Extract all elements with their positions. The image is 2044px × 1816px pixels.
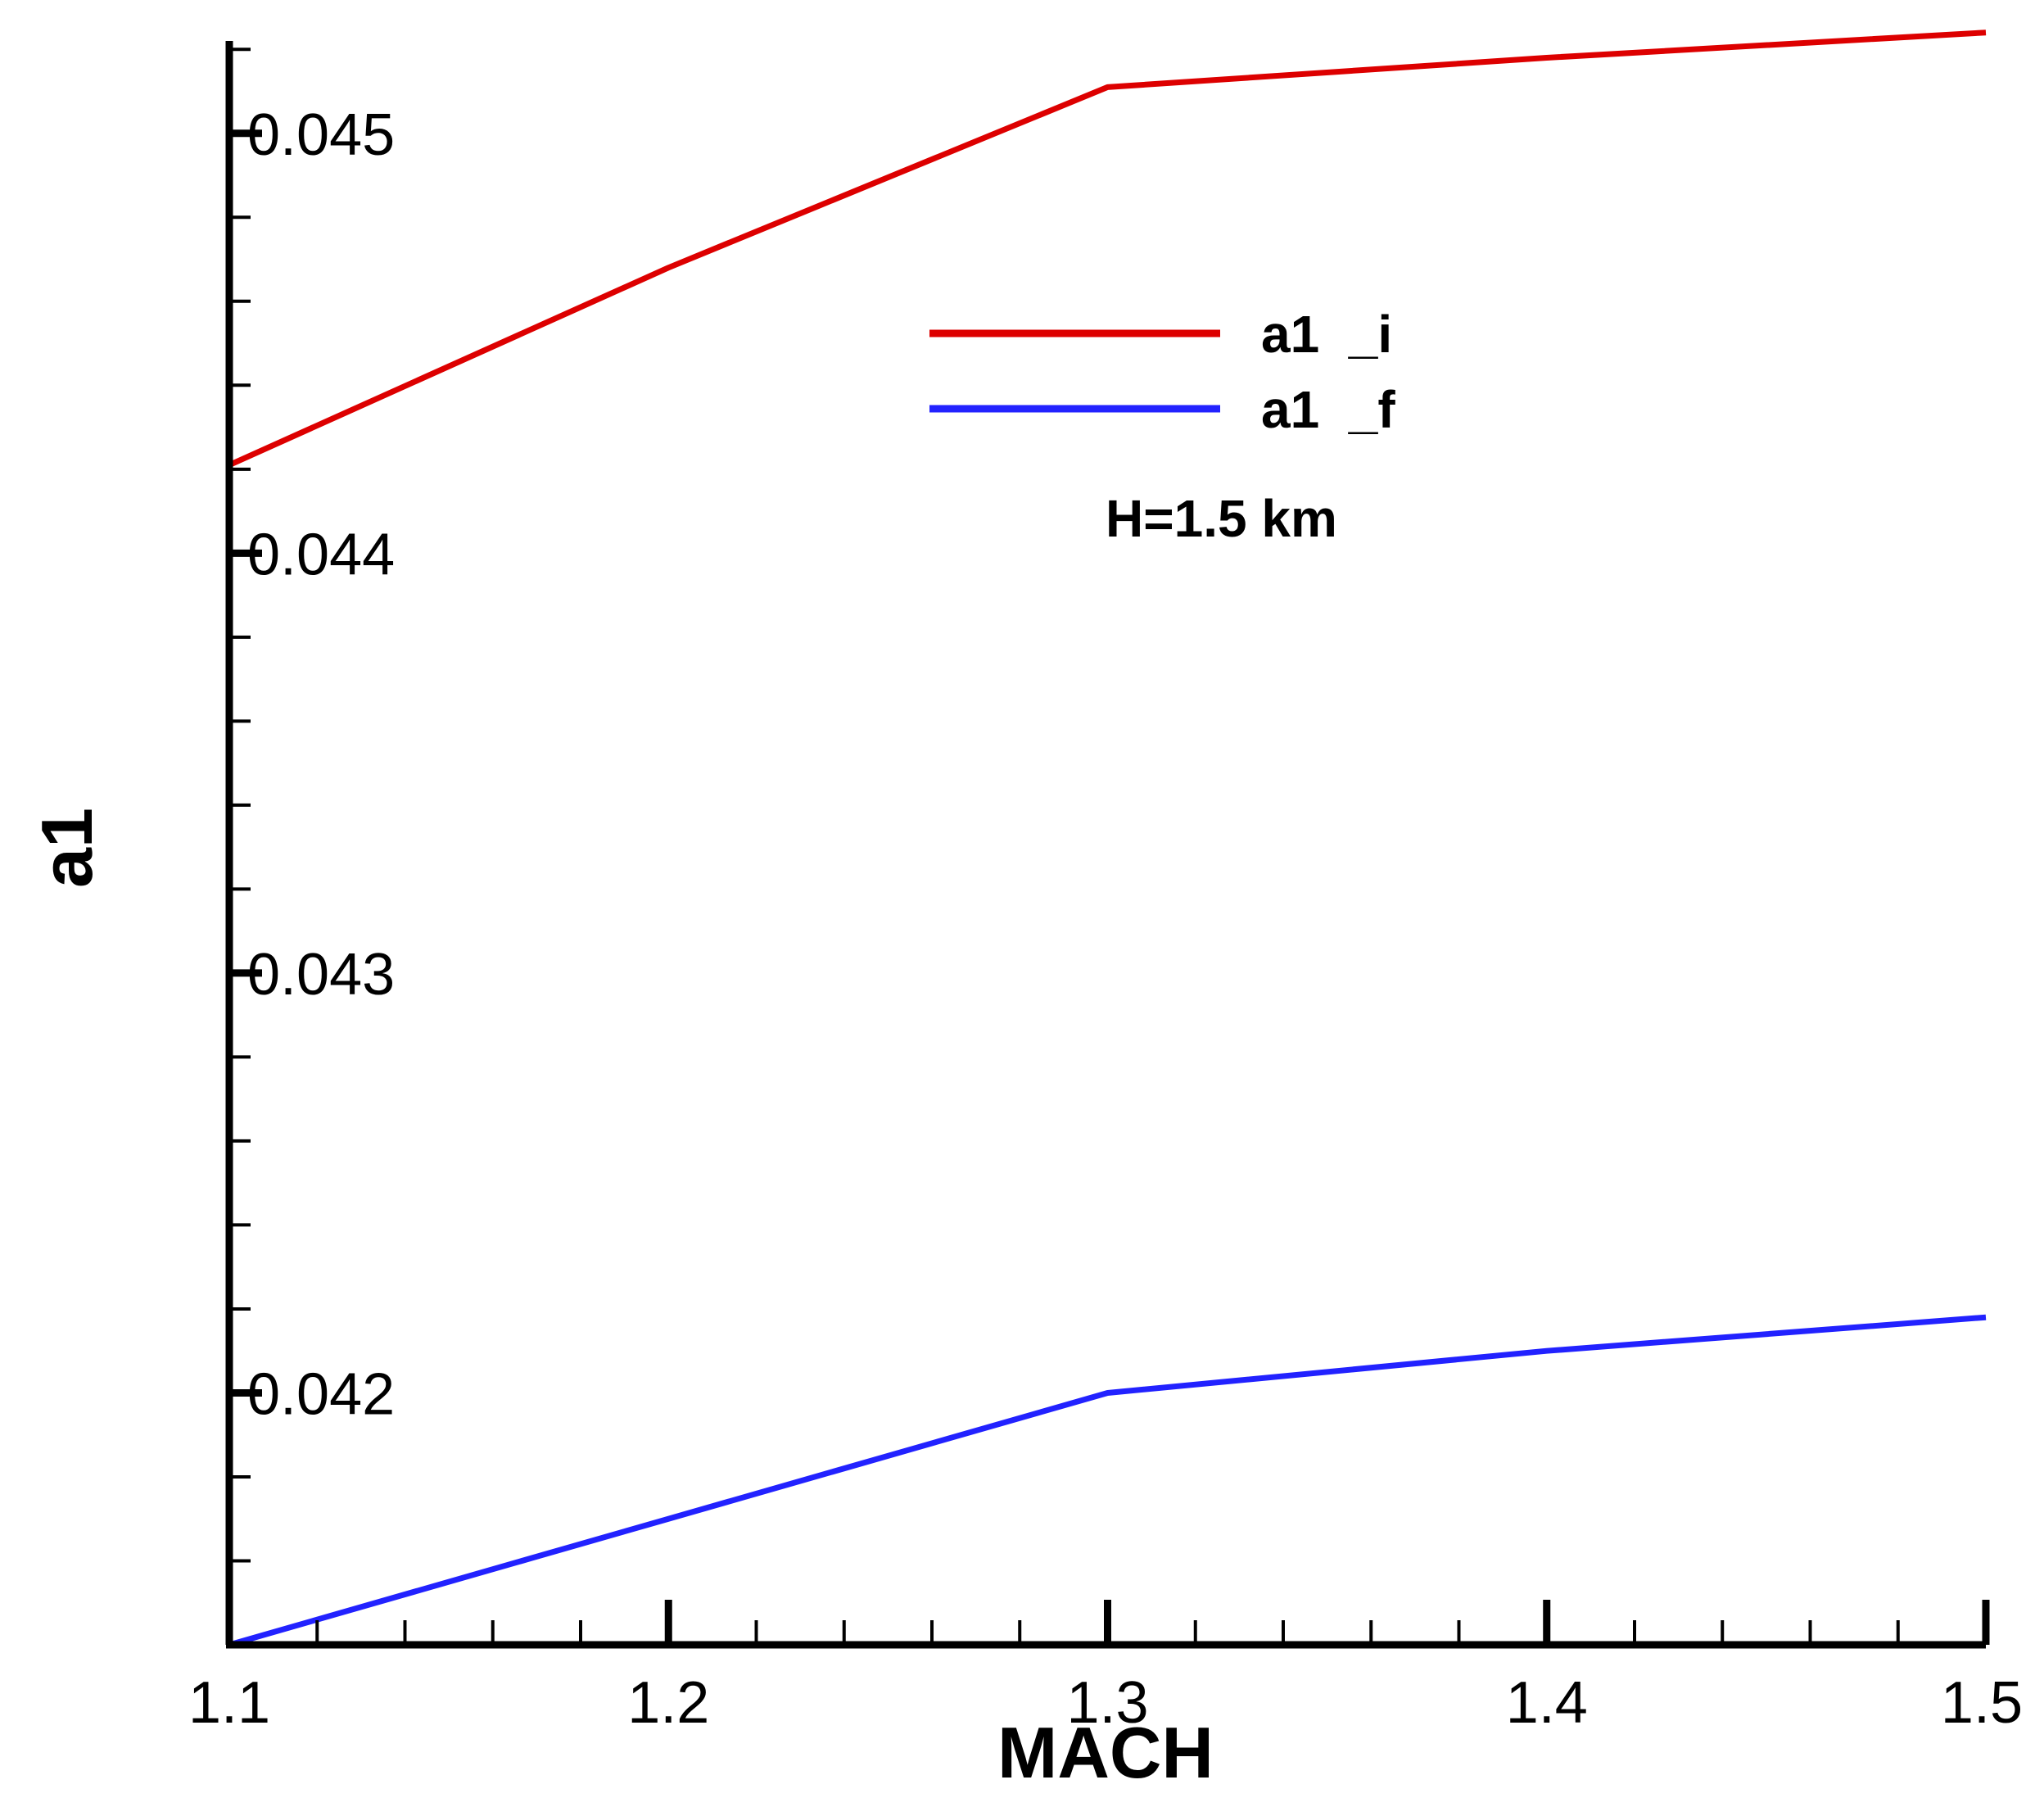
y-axis-title: a1 bbox=[26, 808, 107, 888]
x-tick-label: 1.4 bbox=[1506, 1670, 1588, 1736]
series-line-1 bbox=[228, 1314, 1987, 1648]
x-tick-label: 1.2 bbox=[627, 1670, 709, 1736]
y-tick-label: 0.045 bbox=[247, 102, 395, 168]
legend-label-a1-i: a1 _i bbox=[1261, 305, 1392, 364]
legend: a1 _i a1 _f bbox=[929, 305, 1395, 439]
x-tick-label: 1.3 bbox=[1066, 1670, 1148, 1736]
x-axis-title: MACH bbox=[997, 1712, 1214, 1793]
x-tick-label: 1.5 bbox=[1941, 1670, 2023, 1736]
series-layer bbox=[228, 29, 1987, 1648]
y-tick-label: 0.043 bbox=[247, 942, 395, 1008]
series-line-0 bbox=[228, 29, 1987, 468]
altitude-annotation: H=1.5 km bbox=[1106, 489, 1337, 548]
y-tick-label: 0.044 bbox=[247, 522, 395, 587]
y-tick-label: 0.042 bbox=[247, 1361, 395, 1427]
label-layer: 1.1 1.2 1.3 1.4 1.5 0.042 0.043 0.044 0.045 bbox=[188, 102, 2023, 1736]
legend-label-a1-f: a1 _f bbox=[1261, 380, 1395, 439]
axis-layer bbox=[225, 41, 1990, 1649]
x-tick-label: 1.1 bbox=[188, 1670, 270, 1736]
